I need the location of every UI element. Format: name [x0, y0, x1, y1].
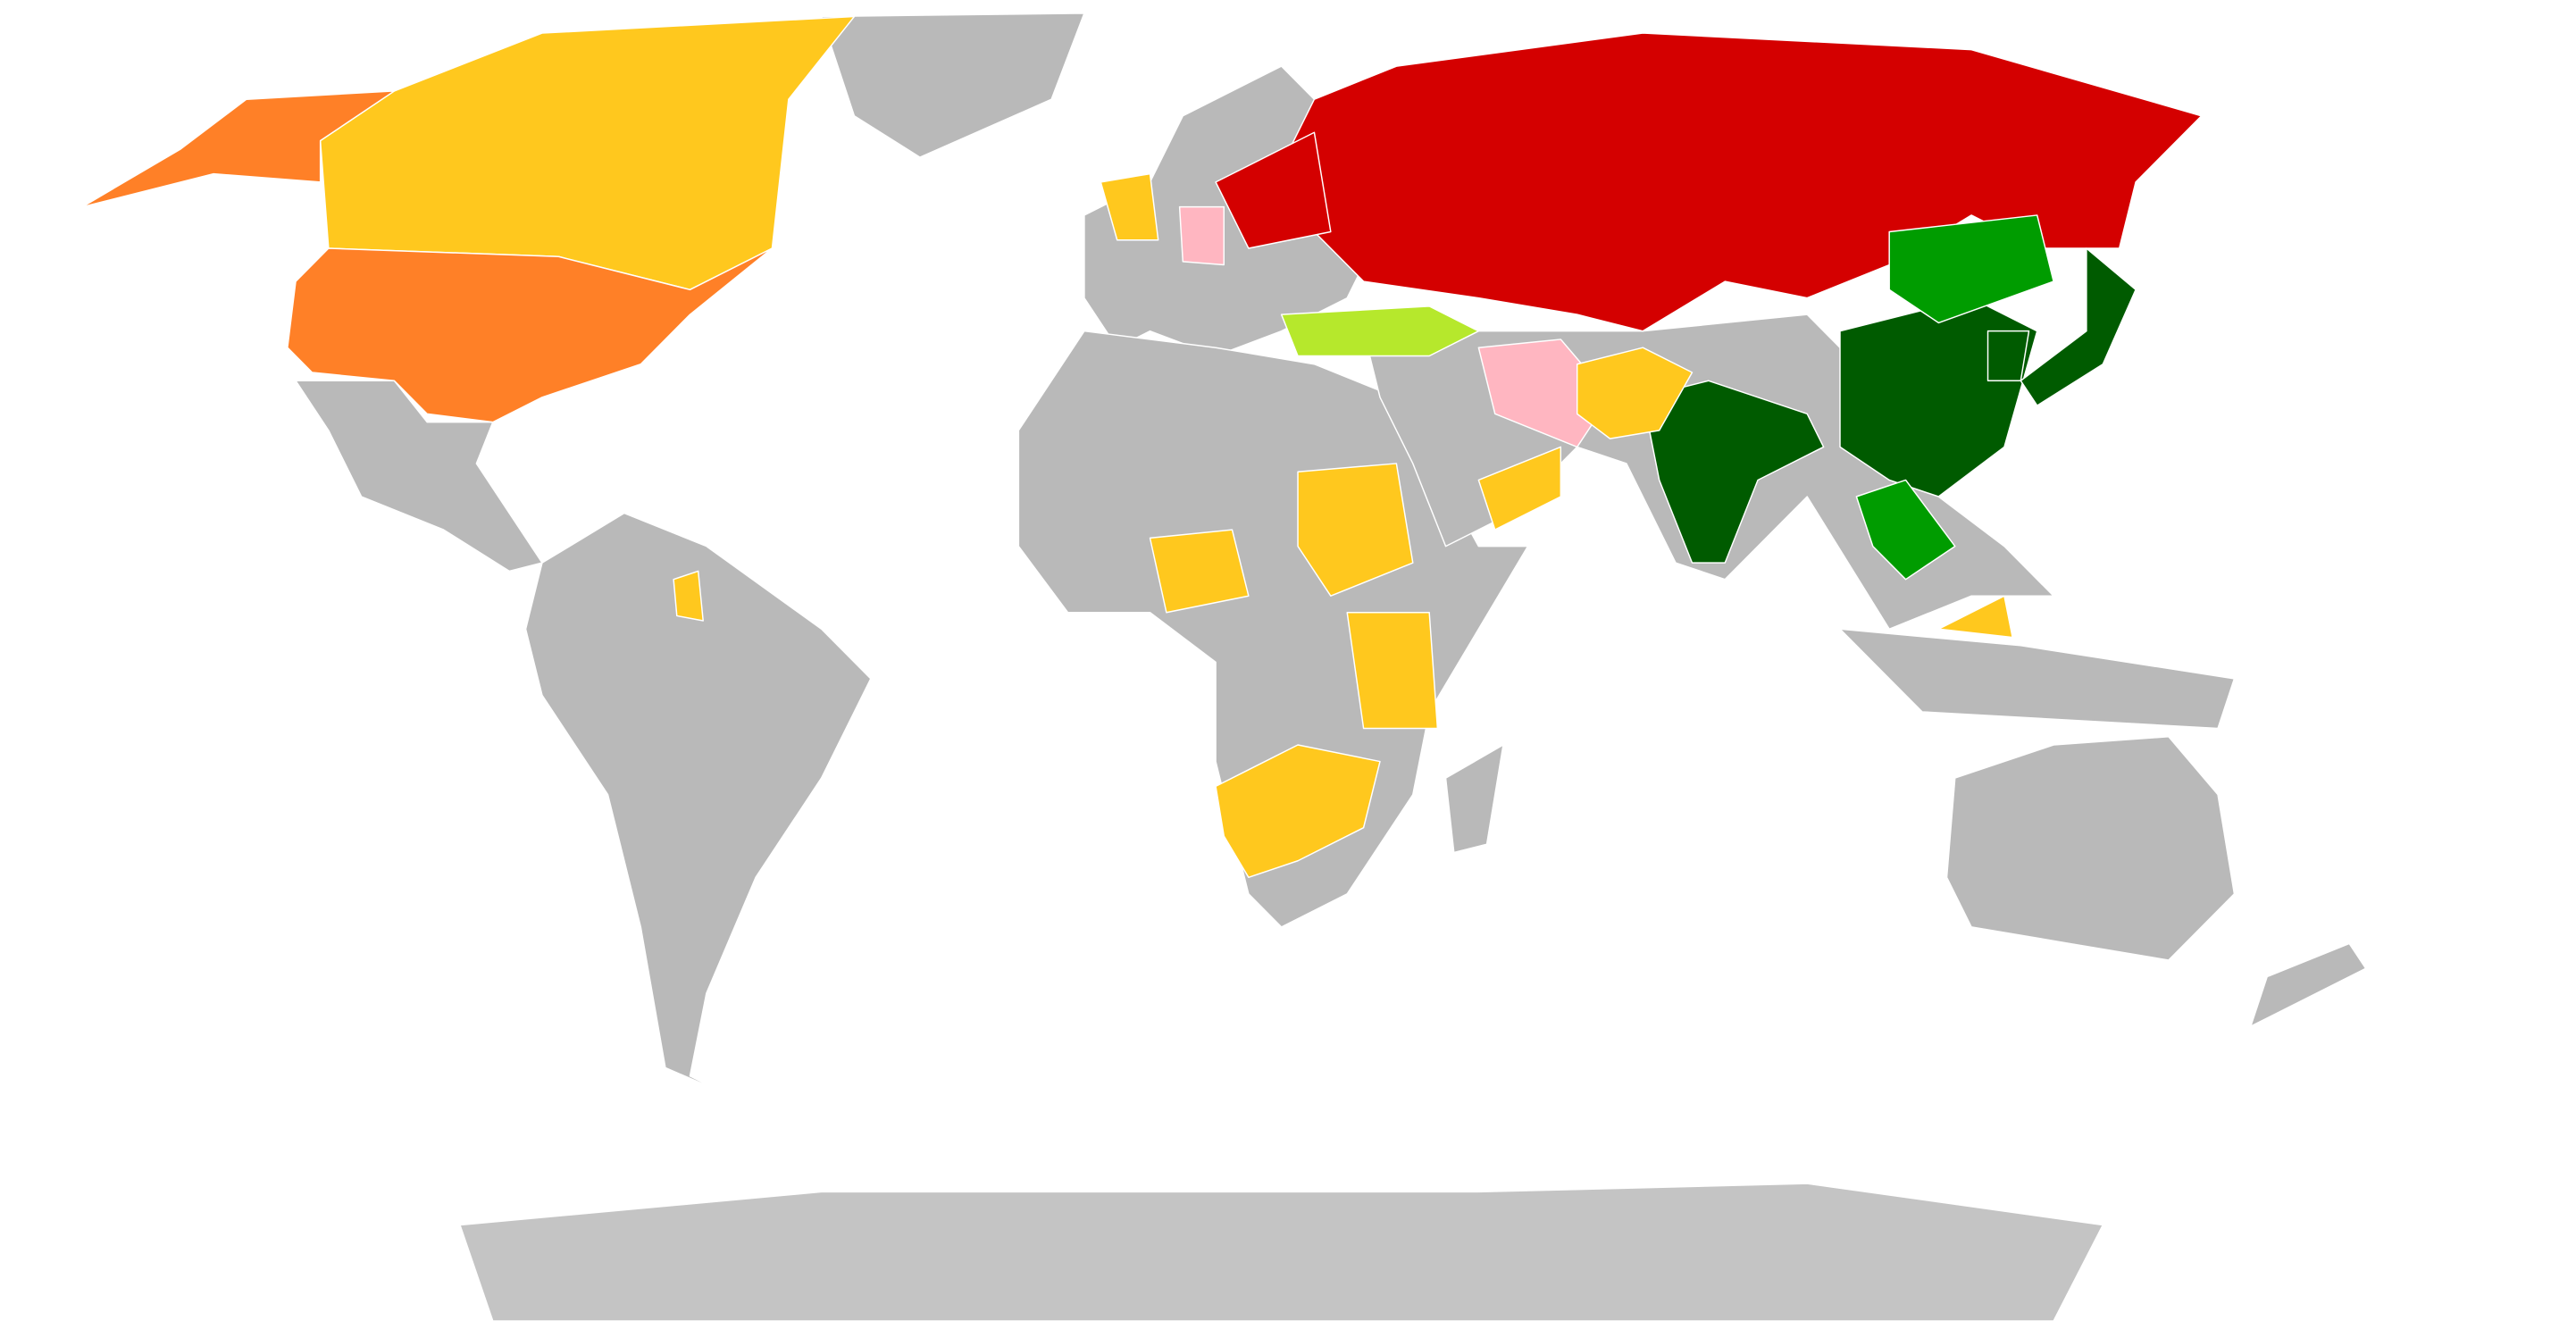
- region-united-states: [287, 247, 774, 423]
- region-sudan: [1297, 463, 1414, 597]
- region-canada: [319, 15, 856, 291]
- region-mongolia: [1888, 214, 2054, 324]
- region-india: [1642, 380, 1825, 564]
- region-greenland: [820, 13, 1085, 158]
- region-nigeria: [1149, 529, 1250, 614]
- region-eastern-europe: [1215, 131, 1332, 249]
- region-africa: [1017, 330, 1529, 928]
- region-alaska: [81, 90, 396, 208]
- region-australia: [1945, 736, 2236, 961]
- region-south-america: [524, 512, 872, 1093]
- region-maritime-southeast-asia: [1839, 628, 2236, 730]
- region-guyana: [673, 570, 704, 622]
- region-china: [1839, 297, 2038, 497]
- region-turkey: [1280, 305, 1480, 357]
- region-japan: [2020, 247, 2137, 406]
- region-malaysia: [1937, 595, 2013, 639]
- region-germany: [1178, 205, 1225, 266]
- region-united-kingdom: [1100, 172, 1159, 241]
- region-russia: [1280, 32, 2203, 332]
- region-southern-africa: [1215, 744, 1381, 879]
- region-madagascar: [1444, 744, 1504, 854]
- region-arabia-south: [1477, 446, 1562, 531]
- region-new-zealand: [2250, 942, 2367, 1027]
- region-antarctica: [459, 1183, 2104, 1321]
- region-pakistan-afghanistan: [1576, 347, 1694, 439]
- region-indochina: [1855, 479, 1956, 581]
- region-east-africa: [1346, 612, 1439, 730]
